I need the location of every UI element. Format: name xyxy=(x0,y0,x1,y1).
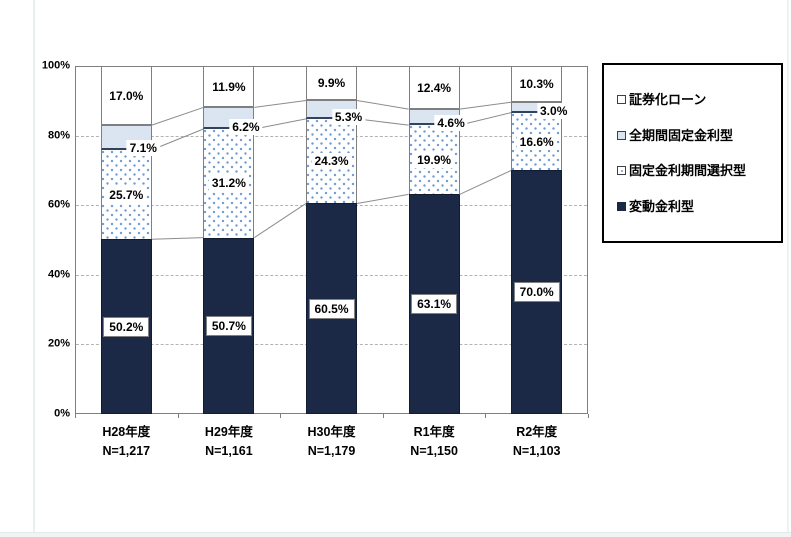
legend-label: 全期間固定金利型 xyxy=(629,127,734,143)
page-edge-right xyxy=(787,0,789,534)
y-axis-tick-label: 80% xyxy=(47,129,70,142)
x-category-label: R2年度 N=1,103 xyxy=(513,423,561,462)
y-axis-tick-label: 0% xyxy=(54,407,70,420)
data-label-lightblue: 3.0% xyxy=(537,102,571,119)
legend-item-lightblue: 全期間固定金利型 xyxy=(617,129,773,142)
data-label-dotted: 16.6% xyxy=(516,133,557,150)
x-category-label: R1年度 N=1,150 xyxy=(410,423,458,462)
y-axis-tick-label: 60% xyxy=(47,198,70,211)
x-category-n: N=1,150 xyxy=(410,444,458,459)
x-category-label: H30年度 N=1,179 xyxy=(308,423,356,462)
x-category-n: N=1,179 xyxy=(307,444,356,459)
legend-label: 証券化ローン xyxy=(629,92,707,108)
x-category-year: H30年度 xyxy=(307,425,356,439)
legend-label: 固定金利期間選択型 xyxy=(629,163,747,179)
data-label-plain: 17.0% xyxy=(109,88,144,103)
bar-segment-plain xyxy=(511,66,563,103)
legend-item-dotted: 固定金利期間選択型 xyxy=(617,164,773,177)
x-category-n: N=1,217 xyxy=(102,444,151,459)
data-label-navy: 50.2% xyxy=(103,316,150,337)
legend-swatch-lightblue-icon xyxy=(617,130,626,140)
data-label-dotted: 25.7% xyxy=(106,186,147,203)
x-category-year: R2年度 xyxy=(516,425,558,439)
legend-swatch-navy-icon xyxy=(617,201,626,211)
x-category-n: N=1,103 xyxy=(512,444,561,459)
data-label-lightblue: 7.1% xyxy=(126,139,160,156)
x-axis-tick xyxy=(485,414,486,418)
y-axis-tick-label: 100% xyxy=(41,59,70,72)
page-edge-left xyxy=(33,0,35,534)
data-label-plain: 9.9% xyxy=(317,76,346,91)
data-label-plain: 12.4% xyxy=(417,80,452,95)
x-category-n: N=1,161 xyxy=(205,444,253,459)
x-axis-tick xyxy=(383,414,384,418)
x-category-year: H28年度 xyxy=(102,425,151,439)
data-label-lightblue: 6.2% xyxy=(229,118,263,135)
bar-segment-plain xyxy=(306,66,357,101)
data-label-navy: 60.5% xyxy=(308,298,355,319)
data-label-navy: 70.0% xyxy=(513,282,560,303)
data-label-lightblue: 5.3% xyxy=(331,108,366,125)
data-label-navy: 50.7% xyxy=(205,315,252,336)
data-label-dotted: 19.9% xyxy=(414,151,455,168)
legend-swatch-plain-icon xyxy=(617,95,626,105)
x-category-year: R1年度 xyxy=(413,425,455,439)
chart-legend: 証券化ローン全期間固定金利型 固定金利期間選択型 変動金利型 xyxy=(602,63,783,243)
x-axis-tick xyxy=(178,414,179,418)
x-category-year: H29年度 xyxy=(204,425,253,439)
y-axis-tick-label: 20% xyxy=(47,337,70,350)
data-label-dotted: 24.3% xyxy=(311,153,352,170)
x-axis-tick xyxy=(75,414,76,418)
data-label-dotted: 31.2% xyxy=(208,175,249,192)
legend-label: 変動金利型 xyxy=(629,198,695,214)
data-label-navy: 63.1% xyxy=(411,294,458,315)
x-axis-tick xyxy=(280,414,281,418)
bar-segment-plain xyxy=(408,66,460,110)
x-axis-tick xyxy=(588,414,589,418)
data-label-lightblue: 4.6% xyxy=(434,115,468,132)
x-category-label: H29年度 N=1,161 xyxy=(205,423,253,462)
data-label-plain: 11.9% xyxy=(212,79,246,94)
page-edge-bottom xyxy=(0,532,791,537)
x-category-label: H28年度 N=1,217 xyxy=(102,423,150,462)
data-label-plain: 10.3% xyxy=(519,77,554,92)
bar-segment-plain xyxy=(100,66,152,126)
y-axis-tick-label: 40% xyxy=(47,268,70,281)
legend-item-navy: 変動金利型 xyxy=(617,200,773,213)
bar-segment-plain xyxy=(203,66,255,108)
legend-item-plain: 証券化ローン xyxy=(617,93,773,106)
legend-swatch-dotted-icon xyxy=(617,166,626,176)
